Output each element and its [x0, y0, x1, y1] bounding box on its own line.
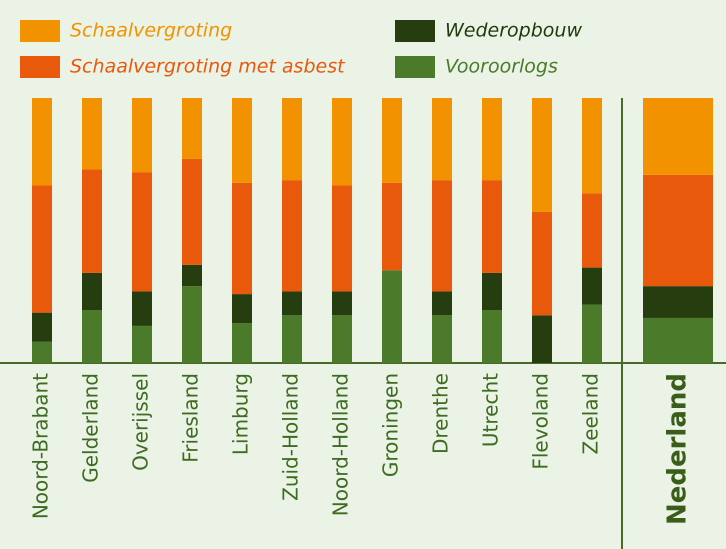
x-tick-label: Nederland	[663, 373, 693, 525]
bar-segment	[332, 98, 352, 186]
bar-segment	[432, 291, 452, 316]
x-tick-label: Flevoland	[529, 373, 553, 470]
bar-segment	[482, 180, 502, 273]
legend-swatch	[395, 56, 435, 78]
legend-swatch	[20, 20, 60, 42]
bar-segment	[432, 315, 452, 363]
x-tick-label: Noord-Brabant	[29, 373, 53, 519]
bar-segment	[532, 315, 552, 363]
bar-segment	[532, 98, 552, 212]
bar-segment	[482, 310, 502, 363]
bar-segment	[432, 98, 452, 181]
x-tick-label: Noord-Holland	[329, 373, 353, 516]
x-tick-label: Drenthe	[429, 373, 453, 454]
bar-segment	[582, 193, 602, 268]
bar-segment	[482, 272, 502, 310]
x-tick-label: Utrecht	[479, 373, 503, 447]
bar-segment	[643, 317, 713, 363]
legend-label: Wederopbouw	[445, 20, 582, 42]
bar-segment	[232, 323, 252, 363]
bar-segment	[282, 315, 302, 363]
bar-segment	[643, 286, 713, 318]
x-tick-label: Overijssel	[129, 373, 153, 471]
x-tick-label: Friesland	[179, 373, 203, 463]
bar-segment	[132, 325, 152, 363]
bar-segment	[132, 98, 152, 173]
x-tick-label: Zeeland	[579, 373, 603, 455]
bar-segment	[582, 304, 602, 363]
bar-segment	[182, 158, 202, 265]
x-tick-label: Groningen	[379, 373, 403, 477]
bar-segment	[182, 286, 202, 363]
bar-segment	[332, 315, 352, 363]
bar-segment	[332, 185, 352, 292]
bar-segment	[582, 267, 602, 305]
bar-segment	[232, 98, 252, 183]
bar-segment	[232, 294, 252, 324]
legend-label: Schaalvergroting met asbest	[70, 56, 346, 78]
bar-segment	[82, 169, 102, 273]
legend-label: Schaalvergroting	[70, 20, 232, 42]
bar-segment	[32, 312, 52, 342]
bar-segment	[32, 185, 52, 313]
bar-segment	[532, 211, 552, 316]
bar-segment	[432, 180, 452, 292]
bar-segment	[282, 98, 302, 181]
legend-swatch	[395, 20, 435, 42]
bar-segment	[82, 98, 102, 170]
bar-segment	[182, 264, 202, 287]
bar-segment	[182, 98, 202, 159]
bar-segment	[382, 98, 402, 183]
bar-segment	[382, 182, 402, 271]
bar-segment	[32, 98, 52, 186]
bar-segment	[282, 291, 302, 316]
bar-segment	[132, 291, 152, 326]
bar-segment	[232, 182, 252, 295]
bar-segment	[32, 341, 52, 363]
x-tick-label: Zuid-Holland	[279, 373, 303, 501]
bar-segment	[382, 270, 402, 363]
legend-swatch	[20, 56, 60, 78]
bar-segment	[82, 272, 102, 310]
legend-label: Vooroorlogs	[445, 56, 558, 78]
bar-segment	[643, 174, 713, 287]
bar-segment	[332, 291, 352, 316]
bar-segment	[82, 310, 102, 363]
bar-segment	[643, 98, 713, 175]
x-tick-label: Gelderland	[79, 373, 103, 483]
x-tick-label: Limburg	[229, 373, 253, 455]
bar-segment	[482, 98, 502, 181]
bar-segment	[582, 98, 602, 194]
bar-segment	[132, 172, 152, 292]
bar-segment	[282, 180, 302, 292]
